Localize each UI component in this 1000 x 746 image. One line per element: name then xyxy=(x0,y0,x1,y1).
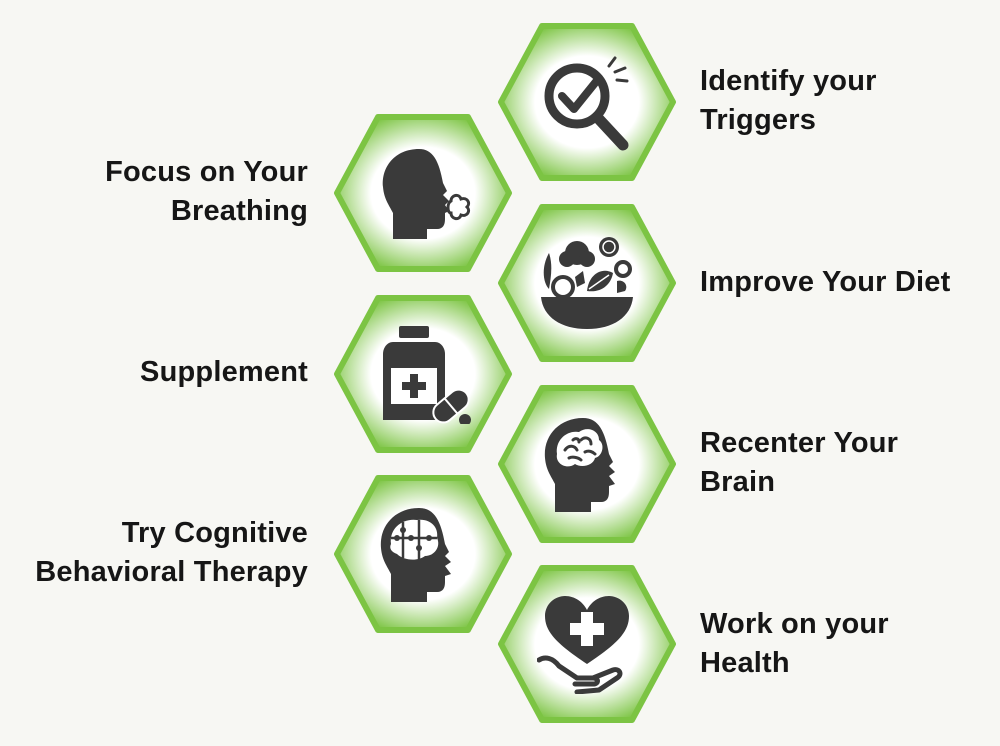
head-breathing-icon xyxy=(382,149,471,239)
hex-work-health xyxy=(497,564,677,724)
label-line: Recenter Your xyxy=(700,427,899,459)
label-supplement: Supplement xyxy=(140,353,308,392)
label-cognitive-therapy: Try Cognitive Behavioral Therapy xyxy=(35,514,308,592)
label-work-health: Work on your Health xyxy=(700,605,889,683)
label-line: Identify your xyxy=(700,65,877,97)
salad-bowl-icon xyxy=(541,237,633,329)
hex-cognitive-therapy xyxy=(333,474,513,634)
label-recenter-brain: Recenter Your Brain xyxy=(700,424,898,502)
label-line: Focus on Your xyxy=(105,156,308,188)
label-line: Health xyxy=(700,647,790,679)
label-line: Brain xyxy=(700,466,776,498)
label-line: Behavioral Therapy xyxy=(35,556,308,588)
label-line: Work on your xyxy=(700,608,889,640)
brain-head-icon xyxy=(544,418,615,512)
label-line: Improve Your Diet xyxy=(700,266,951,298)
hexagon-shape xyxy=(498,23,676,181)
label-line: Breathing xyxy=(170,195,308,227)
label-line: Supplement xyxy=(140,356,308,388)
hexagon-shape xyxy=(498,204,676,362)
hex-identify-triggers xyxy=(497,22,677,182)
hex-supplement xyxy=(333,294,513,454)
hex-focus-breathing xyxy=(333,113,513,273)
label-line: Triggers xyxy=(700,104,817,136)
medicine-bottle-icon xyxy=(383,326,471,424)
puzzle-brain-icon xyxy=(380,508,451,602)
label-improve-diet: Improve Your Diet xyxy=(700,263,951,302)
hex-improve-diet xyxy=(497,203,677,363)
label-identify-triggers: Identify your Triggers xyxy=(700,62,877,140)
label-focus-breathing: Focus on Your Breathing xyxy=(105,153,308,231)
heart-hand-icon xyxy=(537,596,629,694)
label-line: Try Cognitive xyxy=(121,517,308,549)
magnifier-check-icon xyxy=(544,56,629,151)
hex-recenter-brain xyxy=(497,384,677,544)
